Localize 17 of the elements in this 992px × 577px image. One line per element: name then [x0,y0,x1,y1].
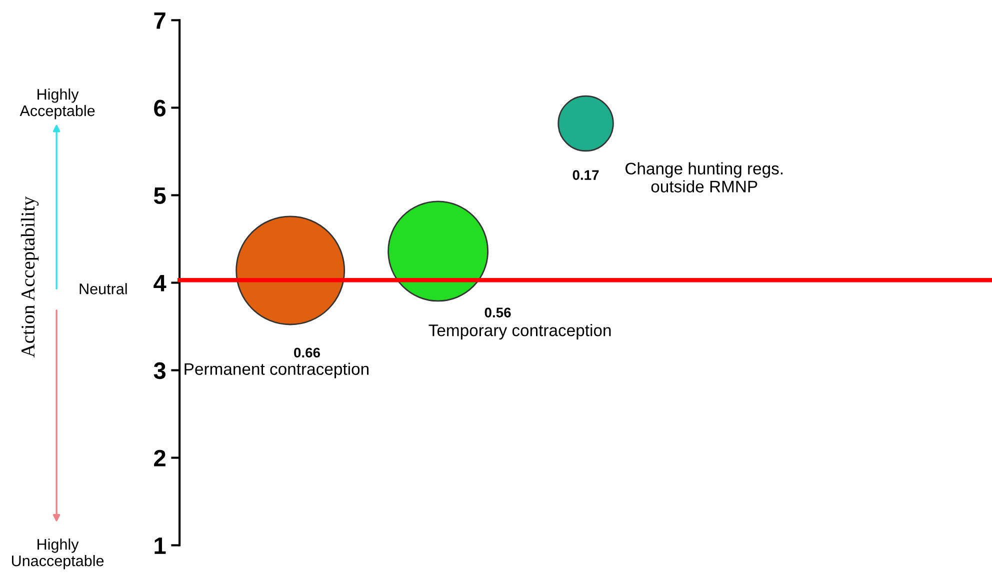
annotation: Temporary contraception [428,324,611,340]
data-label: 0.66 [294,348,320,358]
text: Action Acceptability [20,196,39,358]
text: Highly Unacceptable [12,538,104,570]
y-tick-label: 5 [154,188,166,204]
y-tick-label: 3 [154,362,166,380]
annotation: Permanent contraception [184,362,368,378]
data-label: 0.17 [572,170,599,180]
annotation: Change hunting regs. outside RMNP [626,162,783,192]
data-label: 0.56 [484,308,511,318]
y-tick-label: 2 [154,450,166,466]
text: Neutral [80,283,127,294]
y-tick-label: 4 [154,275,166,292]
y-tick-label: 6 [154,100,166,116]
text: Highly Acceptable [20,88,95,120]
y-tick-label: 7 [154,12,166,29]
y-tick-label: 1 [154,538,166,554]
